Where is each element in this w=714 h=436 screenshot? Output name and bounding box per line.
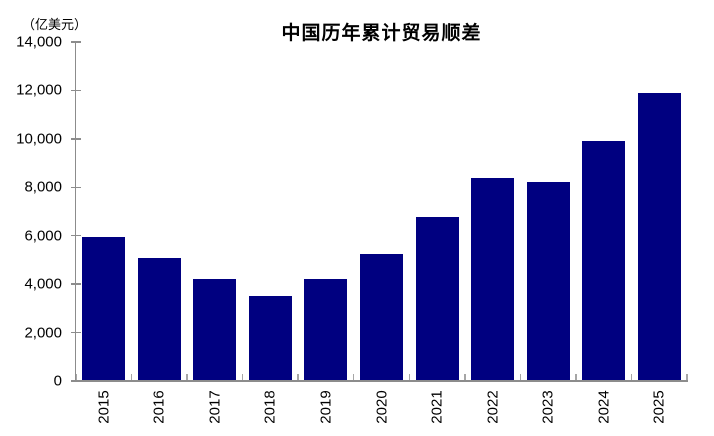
x-axis-label-2016: 2016 (150, 390, 168, 424)
y-axis-tick-label: 8,000 (24, 178, 62, 196)
x-axis-label-2021: 2021 (428, 390, 446, 424)
x-axis-label-2022: 2022 (484, 390, 502, 424)
x-axis-label-2015: 2015 (95, 390, 113, 424)
x-axis-tick (352, 374, 355, 381)
x-axis-line (74, 380, 688, 382)
y-axis-line (74, 42, 77, 382)
x-axis-label-2017: 2017 (206, 390, 224, 424)
bar-2021 (415, 217, 459, 381)
x-axis-tick (464, 374, 466, 381)
y-axis-tick-label: 4,000 (24, 275, 62, 293)
x-axis-label-2025: 2025 (650, 390, 668, 424)
y-axis-tick-label: 2,000 (24, 324, 62, 342)
bar-2024 (582, 140, 626, 381)
x-axis-label-2019: 2019 (317, 390, 335, 424)
y-axis-unit-label: （亿美元） (22, 17, 88, 32)
x-axis-tick (130, 374, 133, 381)
chart-title: 中国历年累计贸易顺差 (281, 23, 482, 44)
x-axis-label-2023: 2023 (539, 390, 557, 424)
bar-2016 (137, 257, 181, 381)
y-axis-tick-label: 0 (53, 372, 62, 390)
y-axis-tick-label: 10,000 (16, 130, 62, 148)
bar-2023 (526, 181, 570, 381)
bar-2020 (360, 253, 403, 381)
bar-2019 (304, 279, 348, 381)
bar-2025 (637, 93, 681, 381)
bar-2022 (471, 177, 515, 381)
bar-2015 (82, 237, 126, 381)
bar-2017 (193, 279, 237, 381)
x-axis-tick (186, 374, 188, 381)
x-axis-tick (519, 374, 522, 381)
x-axis-tick (297, 374, 299, 381)
x-axis-label-2024: 2024 (595, 390, 613, 424)
x-axis-label-2018: 2018 (261, 390, 279, 424)
x-axis-tick (408, 374, 411, 381)
bar-2018 (248, 295, 292, 381)
x-axis-tick (630, 374, 633, 381)
y-axis-tick-label: 12,000 (16, 81, 62, 99)
x-axis-label-2020: 2020 (373, 390, 390, 424)
x-axis-tick (686, 374, 688, 381)
y-axis-tick-label: 6,000 (24, 227, 62, 245)
x-axis-tick (241, 374, 244, 381)
x-axis-tick (575, 374, 577, 381)
y-axis-tick-label: 14,000 (16, 33, 62, 51)
